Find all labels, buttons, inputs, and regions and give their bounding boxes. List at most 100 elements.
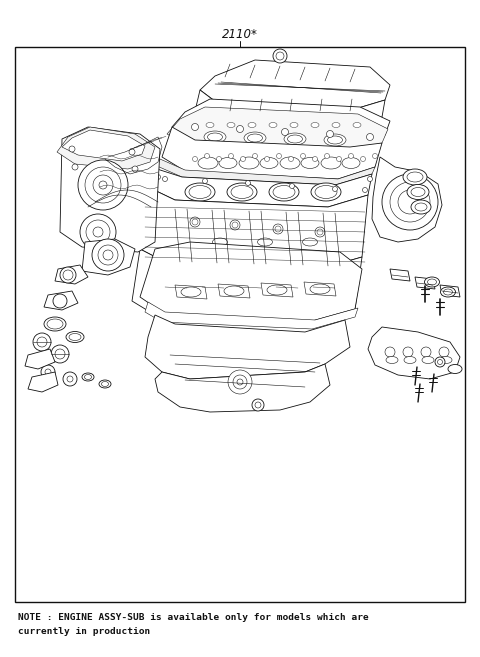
Ellipse shape <box>198 157 218 169</box>
Circle shape <box>336 156 341 162</box>
Circle shape <box>98 245 118 265</box>
Circle shape <box>190 217 200 227</box>
Circle shape <box>362 187 368 193</box>
Ellipse shape <box>428 279 436 285</box>
Ellipse shape <box>353 122 361 127</box>
Ellipse shape <box>84 374 92 380</box>
Ellipse shape <box>411 200 431 214</box>
Ellipse shape <box>101 382 108 386</box>
Ellipse shape <box>207 133 223 141</box>
Polygon shape <box>218 284 250 298</box>
Text: 2110*: 2110* <box>222 28 258 41</box>
Circle shape <box>156 175 160 179</box>
Polygon shape <box>163 279 189 293</box>
Circle shape <box>132 166 138 172</box>
Circle shape <box>275 226 281 232</box>
Circle shape <box>264 156 269 162</box>
Circle shape <box>93 175 113 195</box>
Polygon shape <box>157 159 375 185</box>
Polygon shape <box>25 349 55 369</box>
Polygon shape <box>440 285 460 297</box>
Ellipse shape <box>324 134 346 146</box>
Polygon shape <box>237 279 263 293</box>
Circle shape <box>192 156 197 162</box>
Ellipse shape <box>219 158 237 168</box>
Polygon shape <box>57 127 155 169</box>
Circle shape <box>421 347 431 357</box>
Polygon shape <box>167 107 388 155</box>
Ellipse shape <box>66 332 84 342</box>
Circle shape <box>281 129 288 135</box>
Ellipse shape <box>239 157 259 169</box>
Ellipse shape <box>69 334 81 340</box>
Circle shape <box>312 156 317 162</box>
Circle shape <box>273 224 283 234</box>
Ellipse shape <box>257 238 273 246</box>
Ellipse shape <box>424 277 440 287</box>
Ellipse shape <box>386 357 398 363</box>
Polygon shape <box>152 169 372 207</box>
Circle shape <box>204 154 209 158</box>
Ellipse shape <box>267 285 287 295</box>
Polygon shape <box>311 279 337 293</box>
Polygon shape <box>175 285 207 299</box>
Circle shape <box>333 187 337 191</box>
Circle shape <box>255 402 261 408</box>
Circle shape <box>230 220 240 230</box>
Circle shape <box>326 131 334 137</box>
Ellipse shape <box>288 135 302 143</box>
Ellipse shape <box>310 284 330 294</box>
Ellipse shape <box>204 131 226 143</box>
Text: currently in production: currently in production <box>18 627 150 635</box>
Circle shape <box>33 333 51 351</box>
Circle shape <box>78 160 128 210</box>
Ellipse shape <box>273 185 295 198</box>
Ellipse shape <box>82 373 94 381</box>
Circle shape <box>348 154 353 158</box>
Circle shape <box>324 154 329 158</box>
Circle shape <box>228 370 252 394</box>
Ellipse shape <box>404 357 416 363</box>
Ellipse shape <box>244 132 266 144</box>
Circle shape <box>92 239 124 271</box>
Ellipse shape <box>290 122 298 127</box>
Ellipse shape <box>332 122 340 127</box>
Ellipse shape <box>213 238 228 246</box>
Ellipse shape <box>185 183 215 201</box>
Circle shape <box>435 357 445 367</box>
Circle shape <box>300 154 305 158</box>
Circle shape <box>72 164 78 170</box>
Circle shape <box>85 167 121 203</box>
Circle shape <box>327 114 333 120</box>
Circle shape <box>103 250 113 260</box>
Circle shape <box>237 379 243 385</box>
Circle shape <box>192 124 199 131</box>
Ellipse shape <box>315 185 337 198</box>
Ellipse shape <box>407 172 423 182</box>
Circle shape <box>289 183 295 189</box>
Circle shape <box>37 337 47 347</box>
Ellipse shape <box>407 185 429 200</box>
Circle shape <box>276 154 281 158</box>
Polygon shape <box>28 372 58 392</box>
Circle shape <box>439 347 449 357</box>
Circle shape <box>367 133 373 141</box>
Circle shape <box>63 372 77 386</box>
Ellipse shape <box>227 122 235 127</box>
Ellipse shape <box>181 287 201 297</box>
Ellipse shape <box>248 122 256 127</box>
Circle shape <box>360 156 365 162</box>
Ellipse shape <box>171 291 199 307</box>
Polygon shape <box>155 364 330 412</box>
Circle shape <box>398 190 422 214</box>
Circle shape <box>228 154 233 158</box>
Circle shape <box>390 182 430 222</box>
Circle shape <box>99 181 107 189</box>
Circle shape <box>276 52 284 60</box>
Ellipse shape <box>444 289 453 295</box>
Polygon shape <box>132 249 362 321</box>
Circle shape <box>437 359 443 365</box>
Ellipse shape <box>248 134 263 142</box>
Circle shape <box>203 179 207 183</box>
Circle shape <box>51 345 69 363</box>
